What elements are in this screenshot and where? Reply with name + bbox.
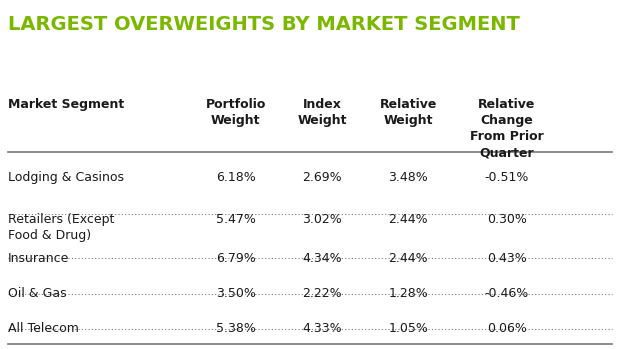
Text: 0.06%: 0.06% <box>487 322 527 335</box>
Text: Lodging & Casinos: Lodging & Casinos <box>8 171 124 184</box>
Text: 2.69%: 2.69% <box>302 171 342 184</box>
Text: 6.18%: 6.18% <box>216 171 255 184</box>
Text: LARGEST OVERWEIGHTS BY MARKET SEGMENT: LARGEST OVERWEIGHTS BY MARKET SEGMENT <box>8 15 520 34</box>
Text: 3.48%: 3.48% <box>388 171 428 184</box>
Text: 0.30%: 0.30% <box>487 213 527 225</box>
Text: 4.33%: 4.33% <box>302 322 342 335</box>
Text: All Telecom: All Telecom <box>8 322 79 335</box>
Text: 5.47%: 5.47% <box>216 213 255 225</box>
Text: Market Segment: Market Segment <box>8 98 124 111</box>
Text: -0.51%: -0.51% <box>484 171 529 184</box>
Text: 2.44%: 2.44% <box>388 252 428 265</box>
Text: Retailers (Except
Food & Drug): Retailers (Except Food & Drug) <box>8 213 114 242</box>
Text: 1.28%: 1.28% <box>388 287 428 300</box>
Text: -0.46%: -0.46% <box>484 287 529 300</box>
Text: 3.50%: 3.50% <box>216 287 255 300</box>
Text: 0.43%: 0.43% <box>487 252 527 265</box>
Text: Relative
Change
From Prior
Quarter: Relative Change From Prior Quarter <box>470 98 544 159</box>
Text: 2.22%: 2.22% <box>302 287 342 300</box>
Text: 3.02%: 3.02% <box>302 213 342 225</box>
Text: Oil & Gas: Oil & Gas <box>8 287 66 300</box>
Text: 4.34%: 4.34% <box>302 252 342 265</box>
Text: 6.79%: 6.79% <box>216 252 255 265</box>
Text: Relative
Weight: Relative Weight <box>380 98 437 127</box>
Text: 1.05%: 1.05% <box>388 322 428 335</box>
Text: Portfolio
Weight: Portfolio Weight <box>205 98 266 127</box>
Text: 2.44%: 2.44% <box>388 213 428 225</box>
Text: Insurance: Insurance <box>8 252 69 265</box>
Text: 5.38%: 5.38% <box>216 322 255 335</box>
Text: Index
Weight: Index Weight <box>297 98 347 127</box>
